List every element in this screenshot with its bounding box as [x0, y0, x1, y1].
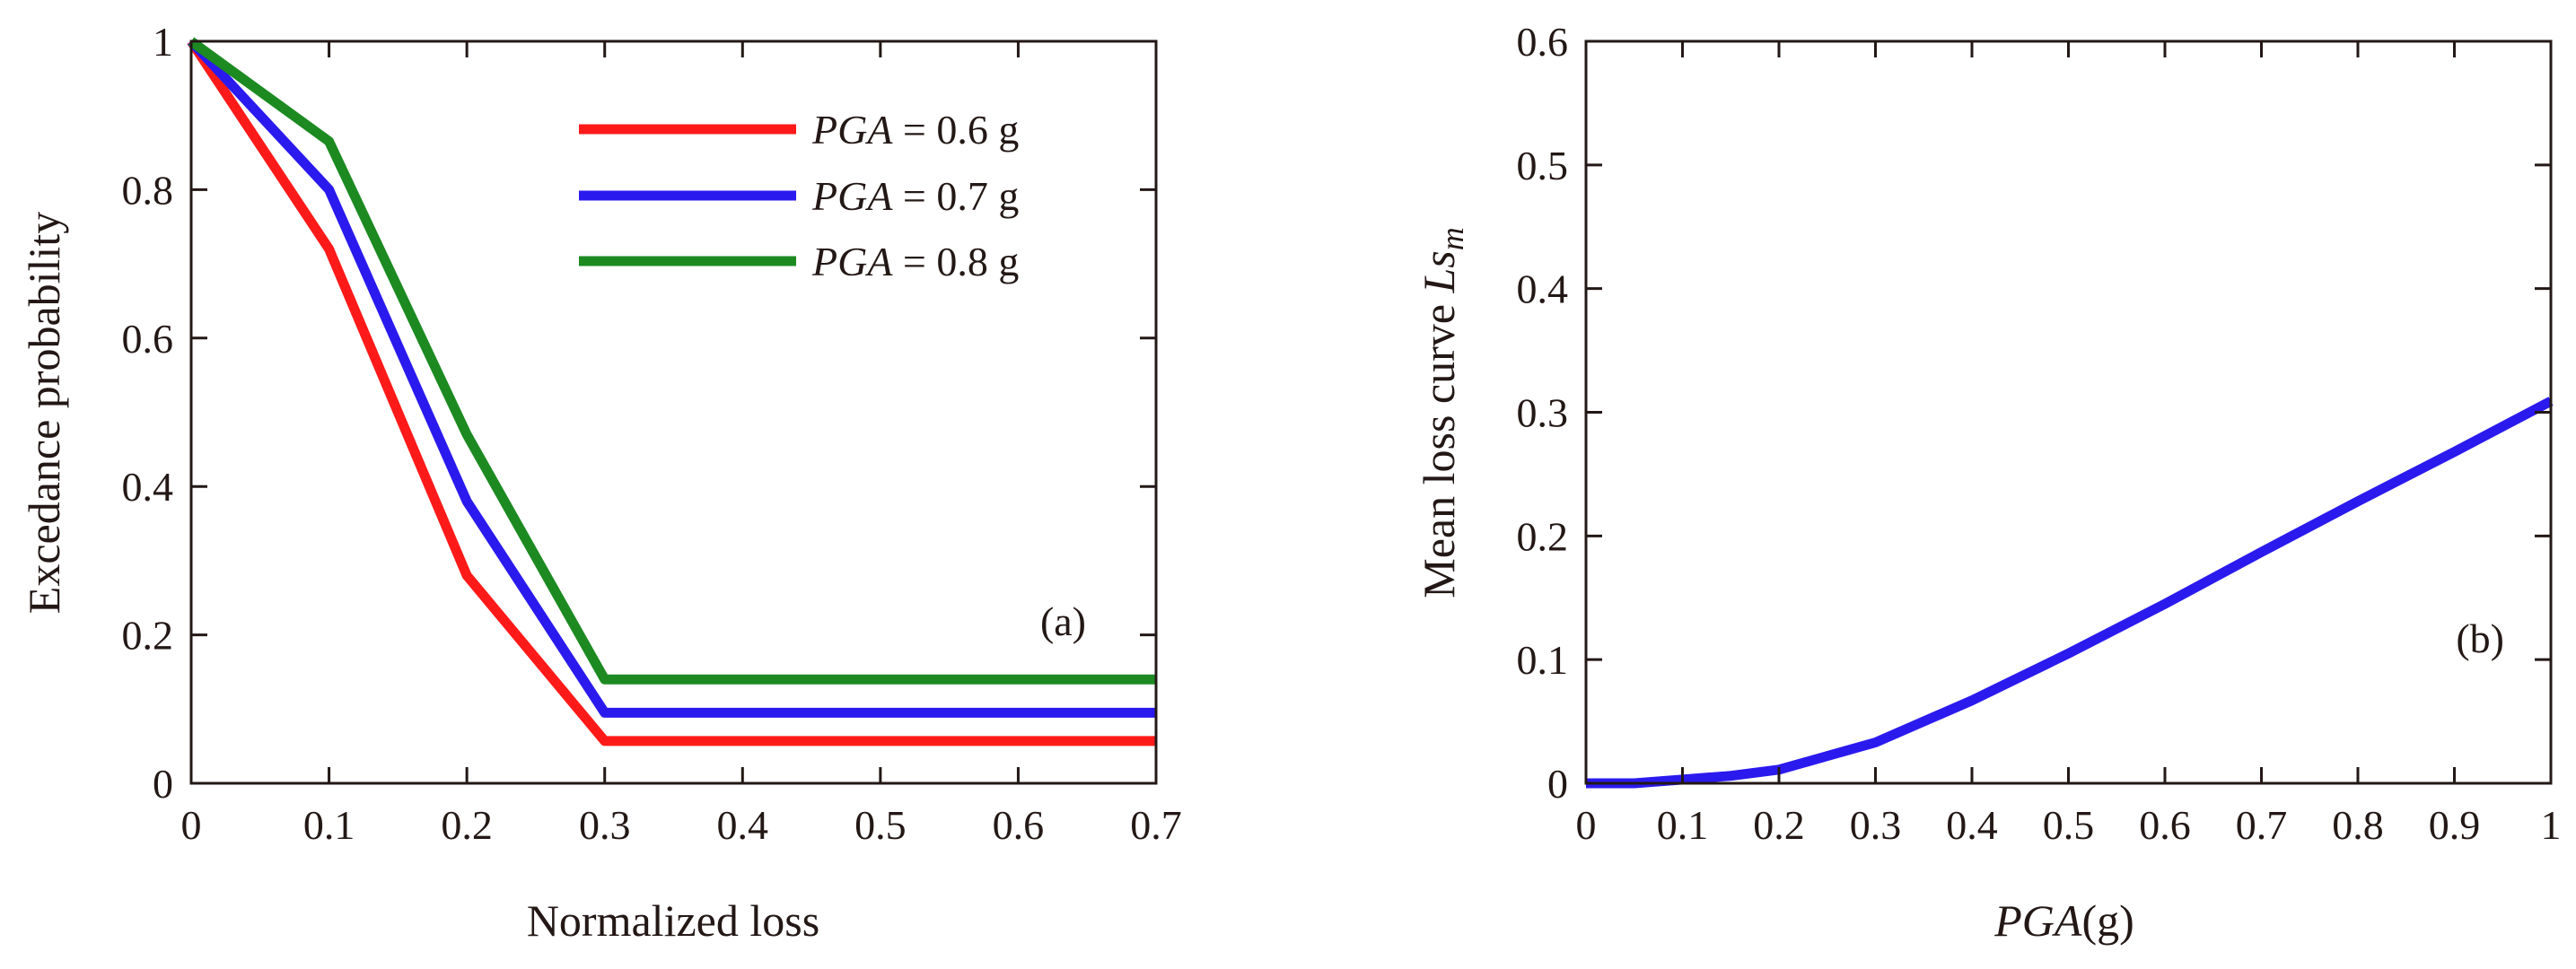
panel-a-series-group: [187, 37, 1156, 746]
panel-a-series-1-line: [187, 38, 1156, 718]
panel-b-y-tick-label: 0.3: [1517, 390, 1569, 436]
panel-a-y-tick-label: 0.4: [122, 464, 174, 510]
legend-label-rest: = 0.7 g: [892, 173, 1019, 219]
panel-b-ticks: 0 0.1 0.2 0.3 0.4 0.5 0.6 0.7 0.8 0.9 1 0 0.1 0.2 0.3 0…: [1517, 19, 2562, 848]
panel-a-y-tick-label: 0.2: [122, 613, 174, 659]
panel-a-x-axis-title: Normalized loss: [527, 895, 819, 946]
panel-b-y-axis-title: Mean loss curve Lsm: [1414, 227, 1470, 598]
panel-b-y-tick-label: 0.4: [1517, 266, 1569, 312]
panel-b-y-axis-title-subscript: m: [1434, 227, 1470, 250]
panel-b: 0 0.1 0.2 0.3 0.4 0.5 0.6 0.7 0.8 0.9 1 0 0.1 0.2 0.3 0…: [1414, 19, 2562, 946]
panel-b-x-axis-title-italic: PGA: [1993, 895, 2082, 946]
legend-label-rest: = 0.6 g: [892, 107, 1019, 153]
panel-a-x-tick-label: 0.7: [1130, 802, 1182, 848]
panel-b-x-tick-label: 0.5: [2043, 802, 2095, 848]
panel-a-x-tick-label: 0.6: [993, 802, 1045, 848]
panel-b-x-tick-label: 0: [1576, 802, 1597, 848]
panel-b-x-axis-title: PGA(g): [1993, 895, 2134, 946]
panel-b-series-0-line: [1586, 397, 2554, 789]
legend-label-italic: PGA: [811, 239, 893, 284]
panel-b-label: (b): [2456, 615, 2504, 661]
panel-a-label: (a): [1040, 598, 1086, 644]
panel-a-ticks: 0 0.1 0.2 0.3 0.4 0.5 0.6 0.7 0 0.2 0.4 0.6 0.8 1: [122, 19, 1182, 848]
panel-b-x-tick-label: 0.1: [1657, 802, 1709, 848]
legend-label-italic: PGA: [811, 173, 893, 219]
panel-b-x-tick-label: 0.7: [2236, 802, 2288, 848]
panel-b-x-tick-label: 0.8: [2332, 802, 2384, 848]
legend-label-1: PGA = 0.7 g: [811, 173, 1019, 219]
panel-b-x-tick-label: 0.2: [1753, 802, 1805, 848]
panel-a-y-tick-label: 0.8: [122, 167, 174, 213]
panel-a-x-tick-label: 0.5: [854, 802, 907, 848]
panel-b-y-tick-label: 0.2: [1517, 513, 1569, 559]
panel-a-x-tick-label: 0.4: [717, 802, 769, 848]
panel-b-plot-frame: [1584, 39, 2553, 785]
panel-a-x-tick-label: 0.2: [441, 802, 493, 848]
panel-a-x-tick-label: 0.3: [579, 802, 631, 848]
panel-b-x-tick-label: 1: [2541, 802, 2562, 848]
panel-b-y-tick-label: 0.5: [1517, 143, 1569, 188]
panel-a-series-0-line: [187, 38, 1156, 746]
panel-a: 0 0.1 0.2 0.3 0.4 0.5 0.6 0.7 0 0.2 0.4 0.6 0.8 1 Nor…: [19, 19, 1182, 946]
panel-b-x-tick-label: 0.4: [1946, 802, 1998, 848]
panel-a-y-tick-label: 0: [153, 761, 173, 807]
panel-b-y-tick-label: 0.1: [1517, 637, 1569, 683]
legend-label-rest: = 0.8 g: [892, 239, 1019, 284]
panel-b-series-group: [1586, 397, 2554, 789]
panel-b-y-tick-label: 0: [1547, 761, 1568, 807]
legend-label-0: PGA = 0.6 g: [811, 107, 1019, 153]
panel-b-x-tick-label: 0.3: [1850, 802, 1902, 848]
panel-a-x-tick-label: 0: [181, 802, 202, 848]
legend-label-2: PGA = 0.8 g: [811, 239, 1019, 284]
panel-b-x-axis-title-rest: (g): [2081, 895, 2134, 946]
panel-a-series-2-line: [188, 37, 1156, 685]
panel-b-y-axis-title-italic: Ls: [1414, 250, 1464, 293]
panel-a-plot-frame: [189, 39, 1158, 785]
panel-a-y-tick-label: 0.6: [122, 316, 174, 362]
legend-label-italic: PGA: [811, 107, 893, 153]
panel-a-x-tick-label: 0.1: [303, 802, 355, 848]
panel-b-x-tick-label: 0.9: [2429, 802, 2481, 848]
panel-b-x-tick-label: 0.6: [2139, 802, 2191, 848]
panel-b-y-tick-label: 0.6: [1517, 19, 1569, 65]
panel-a-y-tick-label: 1: [153, 19, 173, 65]
panel-b-y-axis-title-plain: Mean loss curve: [1414, 293, 1464, 598]
panel-a-y-axis-title: Excedance probability: [19, 212, 69, 614]
